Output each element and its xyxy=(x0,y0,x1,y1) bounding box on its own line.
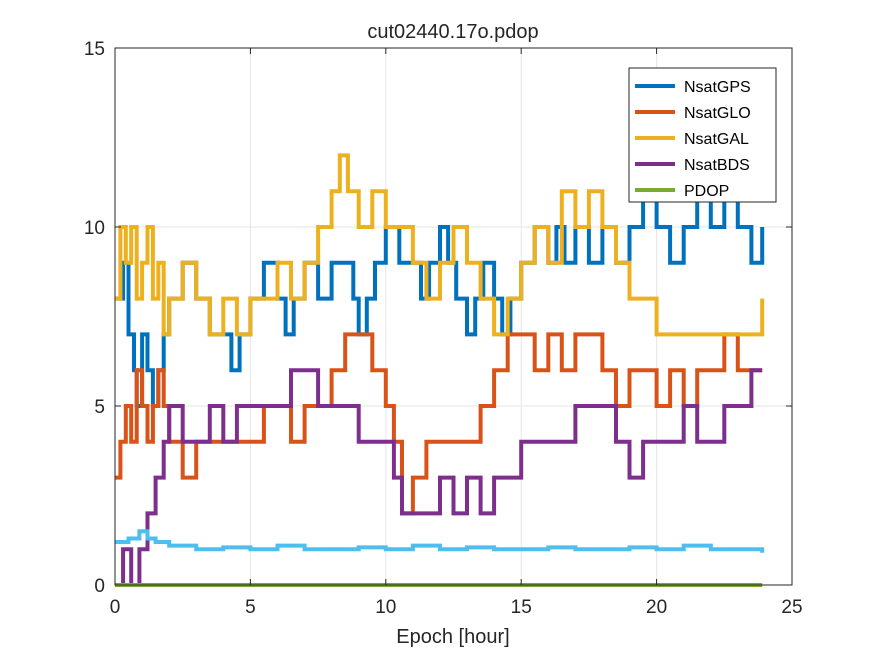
y-tick-label: 0 xyxy=(94,576,105,597)
x-tick-label: 0 xyxy=(110,597,121,618)
chart-title: cut02440.17o.pdop xyxy=(367,21,538,43)
tick-labels: 0 5 10 15 20 25 0 5 10 15 xyxy=(84,39,803,618)
y-tick-label: 5 xyxy=(94,397,105,418)
y-tick-label: 15 xyxy=(84,39,105,60)
x-tick-label: 15 xyxy=(511,597,532,618)
series-line-nsatgal xyxy=(115,153,765,337)
legend-label: NsatGPS xyxy=(684,79,751,96)
legend-label: PDOP xyxy=(684,183,729,200)
series-line-series-5 xyxy=(115,529,765,553)
legend-label: NsatGAL xyxy=(684,131,749,148)
x-tick-label: 20 xyxy=(646,597,667,618)
x-tick-label: 5 xyxy=(245,597,256,618)
axis-ticks xyxy=(114,47,793,586)
plot-area-frame xyxy=(114,47,793,586)
series-line-nsatbds xyxy=(115,368,763,587)
legend-box xyxy=(628,67,777,203)
x-axis-label: Epoch [hour] xyxy=(396,626,509,648)
x-tick-label: 10 xyxy=(375,597,396,618)
legend: NsatGPS NsatGLO NsatGAL NsatBDS PDOP xyxy=(628,67,777,203)
legend-label: NsatBDS xyxy=(684,157,750,174)
x-tick-label: 25 xyxy=(781,597,802,618)
legend-label: NsatGLO xyxy=(684,105,751,122)
y-tick-label: 10 xyxy=(84,218,105,239)
